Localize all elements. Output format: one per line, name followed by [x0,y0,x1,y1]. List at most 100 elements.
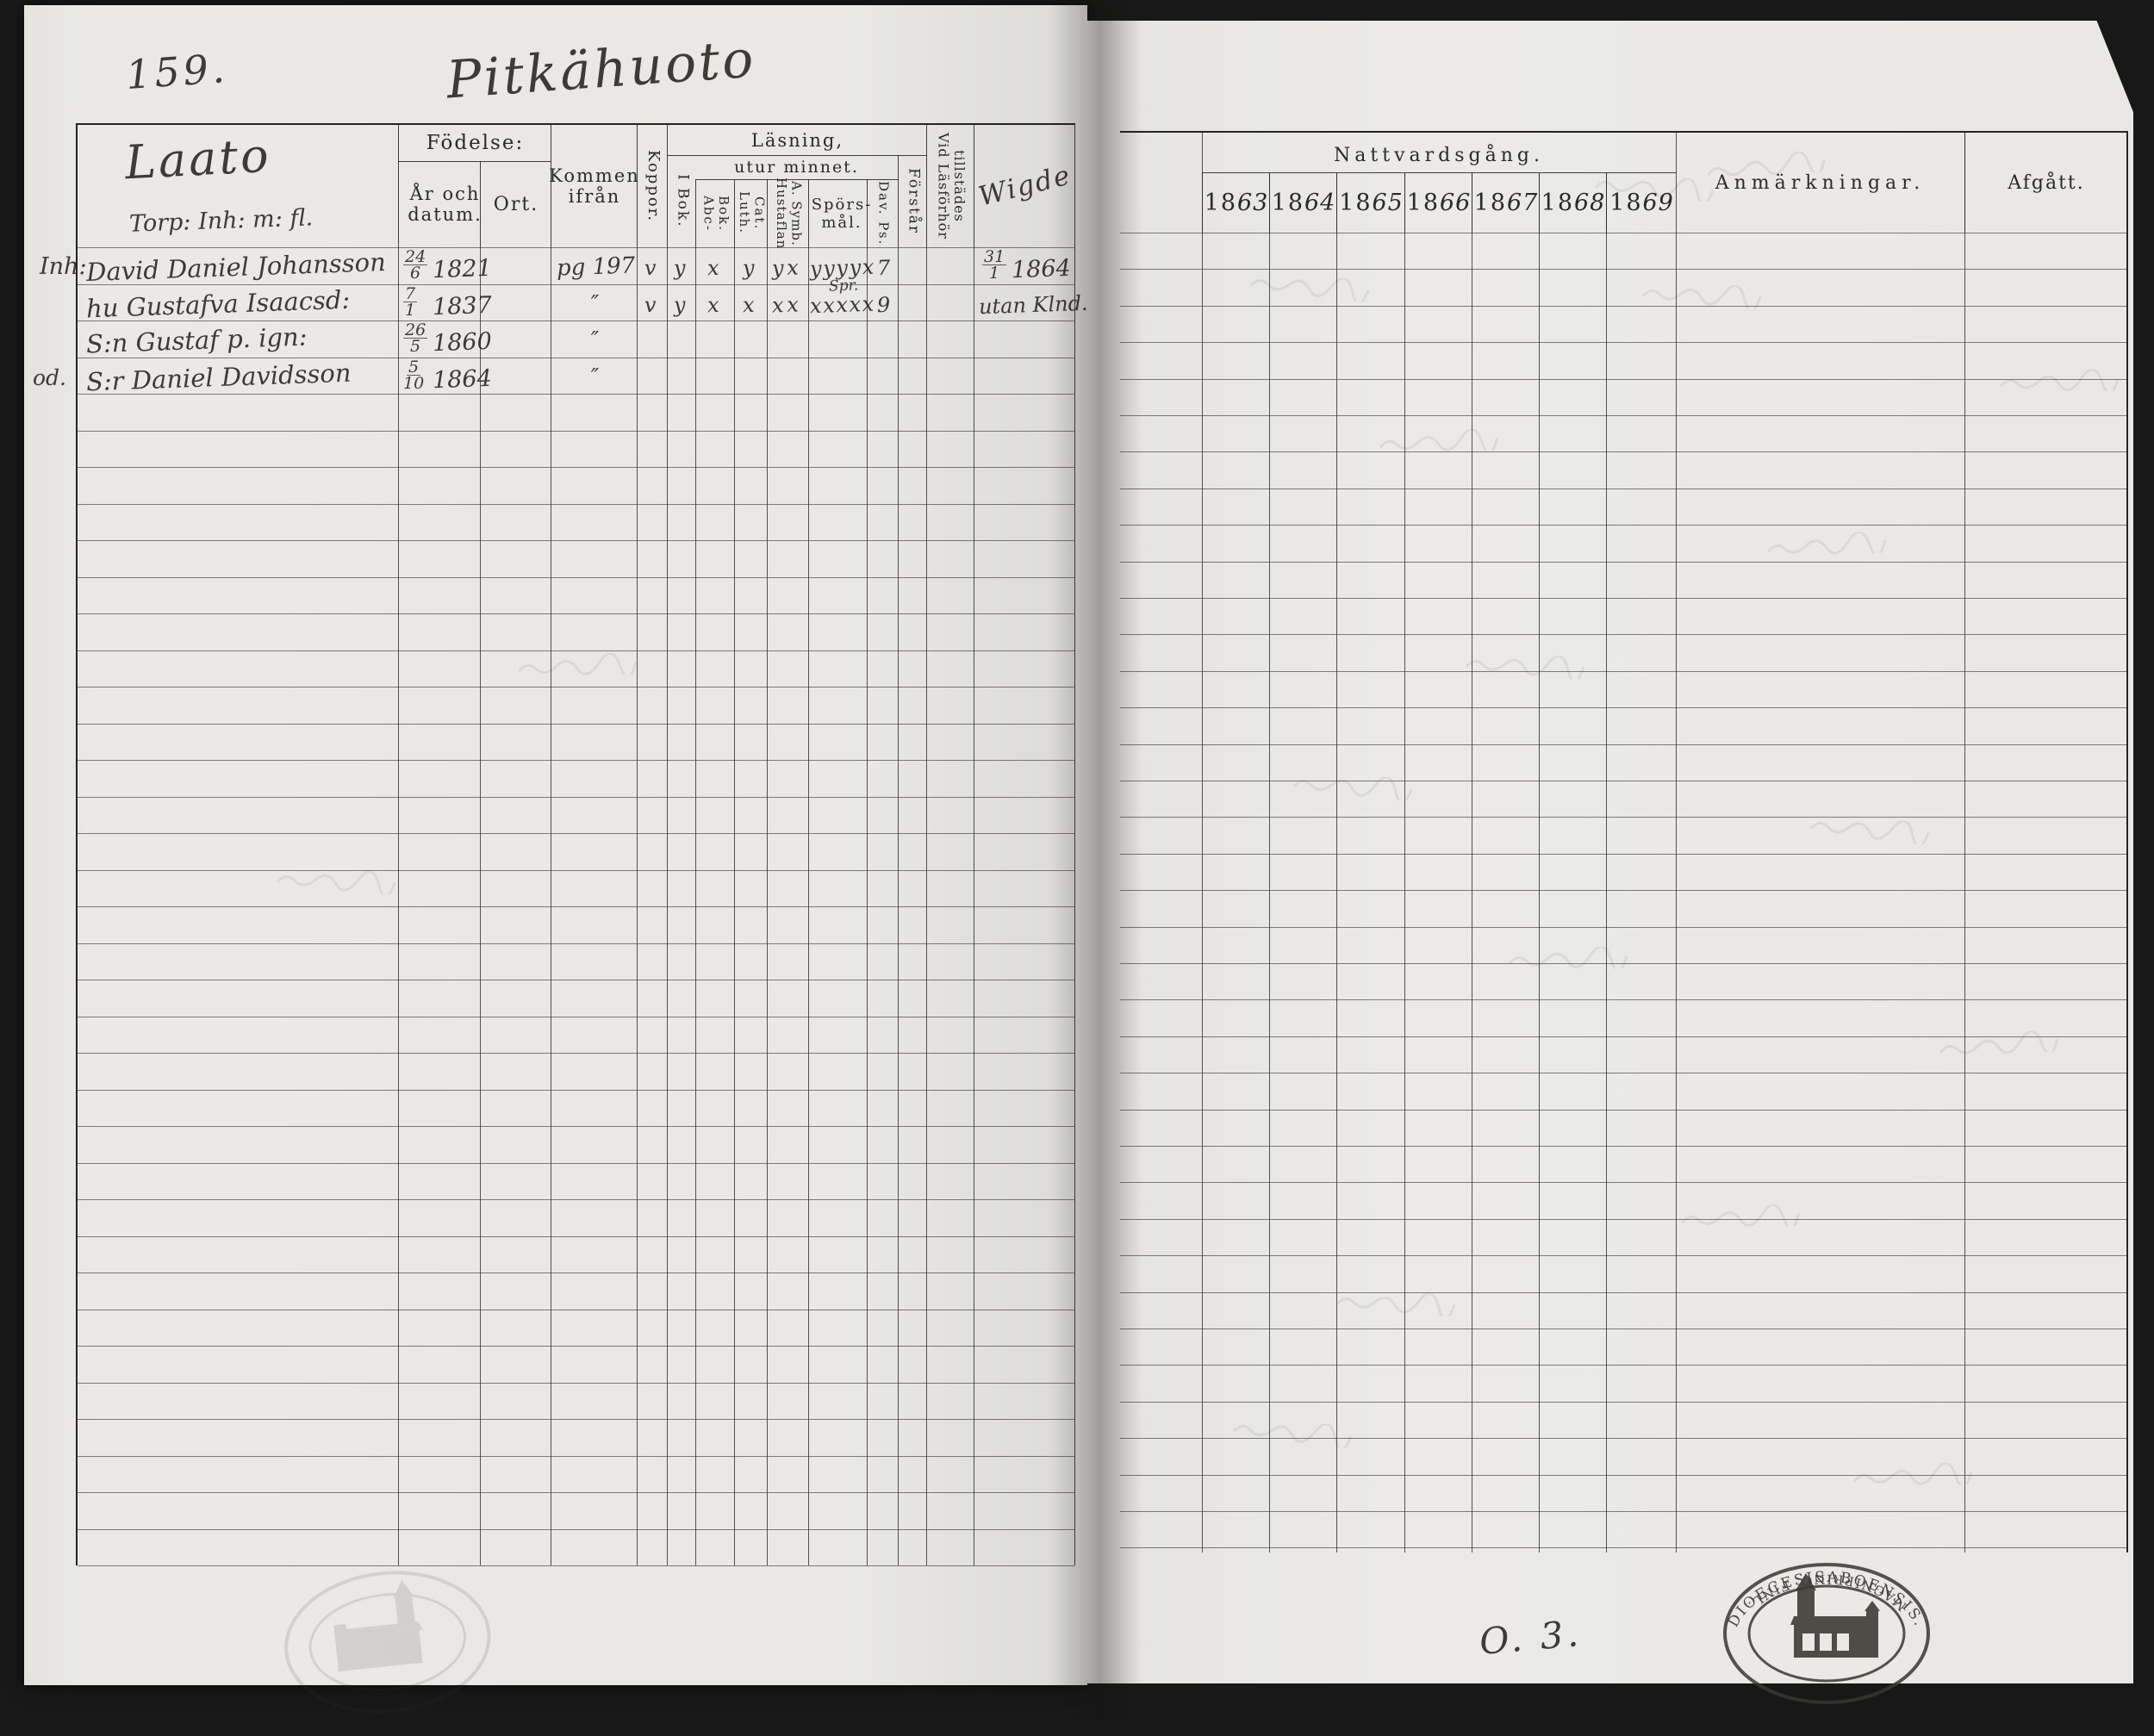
table-row [1120,1182,2126,1184]
entry-come-from: ″ [590,327,601,354]
rule-line [1606,172,1607,1552]
bleedthrough-mark [1938,1029,2060,1065]
table-row [78,576,1074,578]
come-from-header: Kommen ifrån [549,125,638,247]
table-row [78,320,1074,321]
table-row [78,906,1074,907]
birth-group-header: Födelse: [398,125,551,162]
year-header: 18 67 [1472,172,1540,233]
table-row [1120,305,2126,307]
entry-birth-year: 1864 [432,364,493,394]
table-row [78,796,1074,798]
rule-line [1336,172,1337,1552]
table-row [78,613,1074,614]
table-row [78,760,1074,761]
table-row [1120,1218,2126,1220]
entry-birth-year: 1860 [432,327,493,358]
bleedthrough-mark [1593,173,1715,206]
birth-place-header: Ort. [480,161,551,247]
davids-psalms-header: Dav. Ps. [867,179,899,247]
reading-subgroup-header: utur minnet. [695,155,898,180]
reading-group-header: Läsning, [667,125,927,156]
table-row [1120,1036,2126,1037]
table-row [1120,342,2126,344]
table-row [78,247,1074,248]
year-printed: 18 [1204,189,1237,216]
table-row [78,1565,1074,1566]
entry-in-book: y [673,255,687,281]
table-row [78,1272,1074,1273]
entry-come-from: pg 197 [556,252,636,282]
table-row [1120,1291,2126,1293]
table-row [1120,1328,2126,1329]
bleedthrough-mark [1808,814,1931,849]
table-row [78,503,1074,505]
entry-come-from: ″ [590,290,601,317]
year-header: 18 68 [1539,172,1607,233]
table-row [1120,999,2126,1001]
table-row [1120,415,2126,416]
table-row [78,1235,1074,1237]
table-row [1120,598,2126,599]
rule-line [1404,172,1405,1552]
table-row [1120,1547,2126,1549]
table-row [1120,744,2126,745]
entry-smallpox: v [644,255,657,281]
year-header: 18 64 [1269,172,1337,233]
table-row [78,1528,1074,1530]
table-row [1120,1109,2126,1111]
table-row [1120,488,2126,489]
table-row [1120,378,2126,380]
bleedthrough-mark [1999,368,2120,399]
book-gutter [1048,0,1142,1720]
bleedthrough-mark [1508,945,1629,976]
entry-questions-note: Spr. [828,276,859,296]
table-row [1120,1401,2126,1403]
table-row [78,1455,1074,1457]
attendance-header: Vid Läsförhör tillstädes [926,125,974,247]
table-row [1120,1365,2126,1366]
year-printed: 18 [1541,189,1574,216]
bleedthrough-mark [1679,1203,1801,1235]
margin-note-1: Inh: [40,253,87,280]
diocese-seal-offset-faint [268,1555,507,1733]
table-row [78,1089,1074,1091]
entry-come-from: ″ [590,364,601,390]
communion-header: Nattvardsgång. [1202,138,1676,173]
table-row [1120,451,2126,453]
bleedthrough-mark [1465,653,1586,683]
communion-table: Nattvardsgång. 18 63 18 64 18 65 18 66 18 67 18 68 1… [1120,131,2128,1552]
entry-name: hu Gustafva Isaacsd: [85,284,351,323]
bleedthrough-mark [1641,283,1763,313]
entry-name: S:r Daniel Davidsson [85,358,352,396]
table-row [1120,634,2126,636]
table-row [1120,1511,2126,1512]
table-row [1120,1146,2126,1147]
rule-line [1539,172,1540,1552]
bleedthrough-mark [1231,1417,1354,1452]
in-book-header: I Bok. [667,155,696,247]
bleedthrough-mark [1248,271,1371,306]
table-row [1120,817,2126,818]
table-row [1120,853,2126,855]
table-row [1120,1255,2126,1257]
table-row [78,430,1074,432]
year-script: 63 [1237,189,1269,216]
entry-birth: 24 6 [403,247,428,283]
table-row [78,650,1074,651]
entry-luth: x [742,292,756,317]
bleedthrough-mark [1292,772,1413,805]
year-script: 67 [1507,189,1539,216]
year-script: 69 [1642,189,1674,216]
year-printed: 18 [1473,189,1507,216]
entry-birth: 26 5 [403,320,428,357]
table-row [78,943,1074,944]
year-printed: 18 [1339,189,1373,216]
abc-book-header: Abc-Bok. [695,179,735,247]
table-row [1120,707,2126,709]
table-row [78,540,1074,541]
entry-davids-psalms: 9 [876,292,891,317]
bleedthrough-mark [1378,427,1499,459]
table-row [78,1492,1074,1493]
household-header-handwritten: Laato [123,128,273,190]
